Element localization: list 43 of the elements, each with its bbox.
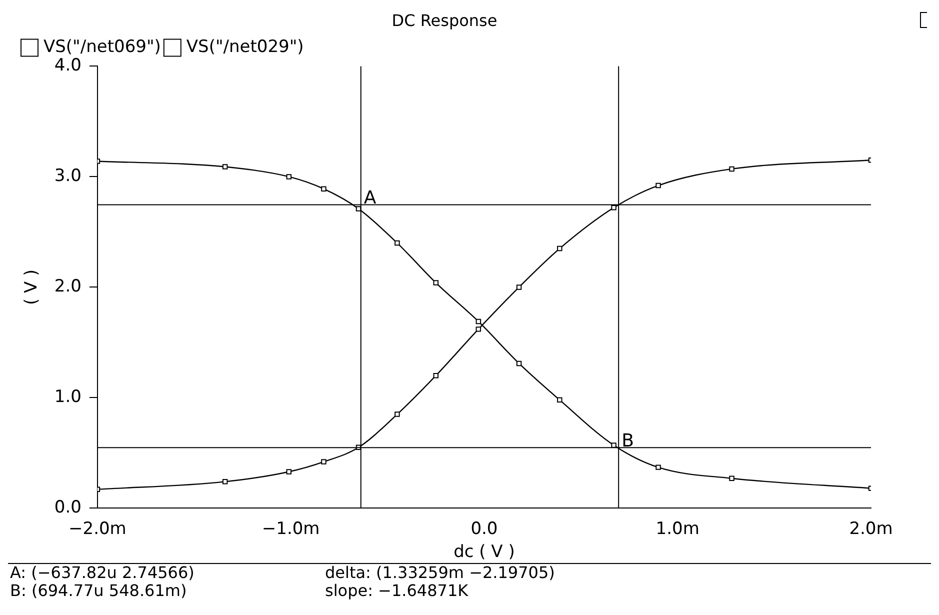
point [356,206,362,212]
x-tick-label: −1.0m [262,518,320,539]
chart-title: DC Response [392,10,498,30]
point [476,326,482,332]
point [656,182,661,188]
legend-label: VS("/net029") [186,37,304,58]
x-tick-label: 2.0m [849,518,893,539]
y-tick-label: 4.0 [54,56,82,76]
text: B: (694.77u 548.61m) [10,581,188,600]
point [286,469,292,474]
text: delta: (1.33259m −2.19705) [325,563,556,582]
point [321,186,326,192]
y-tick-label: 2.0 [54,276,82,297]
point [557,397,562,403]
text: slope: −1.64871K [325,581,470,600]
point [516,284,522,290]
legend-label: VS("/net069") [44,37,161,58]
point [516,360,522,366]
point [656,464,661,470]
x-tick-label: 0.0 [470,518,498,539]
y-tick-label: 0.0 [54,498,82,518]
y-axis-title: ( V ) [22,269,42,306]
text: A: (−637.82u 2.74566) [10,563,196,582]
point [433,280,438,286]
point [557,246,562,252]
point [611,205,616,210]
point [433,372,438,378]
point [476,318,482,324]
y-tick-label: 1.0 [54,387,82,408]
x-tick-label: −2.0m [68,518,126,539]
x-tick-label: 1.0m [656,518,700,539]
y-tick-label: 3.0 [54,166,82,186]
x-axis-title: dc ( V ) [454,542,515,562]
annotation: A [364,187,377,208]
point [321,459,326,464]
point [222,479,228,484]
point [729,476,734,481]
point [394,240,400,246]
point [286,174,292,180]
annotation: B [622,430,634,452]
point [729,166,734,172]
point [222,164,228,170]
point [394,412,400,417]
